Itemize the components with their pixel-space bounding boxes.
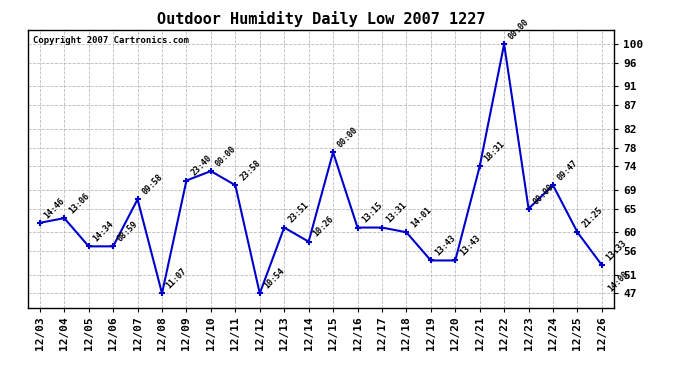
Text: 00:00: 00:00	[507, 17, 531, 41]
Text: 23:58: 23:58	[238, 158, 262, 182]
Text: 23:51: 23:51	[287, 201, 311, 225]
Text: 14:01: 14:01	[409, 206, 433, 230]
Text: 13:31: 13:31	[385, 201, 408, 225]
Text: 13:06: 13:06	[67, 191, 91, 215]
Text: 10:26: 10:26	[311, 215, 335, 239]
Text: 00:00: 00:00	[214, 144, 237, 168]
Text: 13:15: 13:15	[360, 201, 384, 225]
Text: 10:54: 10:54	[262, 267, 286, 291]
Text: Copyright 2007 Cartronics.com: Copyright 2007 Cartronics.com	[34, 36, 189, 45]
Text: 13:33: 13:33	[604, 238, 629, 262]
Text: 09:47: 09:47	[555, 158, 580, 182]
Title: Outdoor Humidity Daily Low 2007 1227: Outdoor Humidity Daily Low 2007 1227	[157, 12, 485, 27]
Text: 00:00: 00:00	[531, 182, 555, 206]
Text: 21:25: 21:25	[580, 206, 604, 230]
Text: 23:40: 23:40	[189, 154, 213, 178]
Text: 09:58: 09:58	[140, 172, 164, 196]
Text: 13:43: 13:43	[433, 234, 457, 258]
Text: 11:07: 11:07	[165, 267, 189, 291]
Text: 18:31: 18:31	[482, 140, 506, 164]
Text: 14:46: 14:46	[43, 196, 67, 220]
Text: 00:00: 00:00	[336, 126, 360, 150]
Text: 13:43: 13:43	[458, 234, 482, 258]
Text: 14:34: 14:34	[92, 219, 115, 244]
Text: 14:00: 14:00	[606, 269, 630, 293]
Text: 08:59: 08:59	[116, 219, 140, 244]
